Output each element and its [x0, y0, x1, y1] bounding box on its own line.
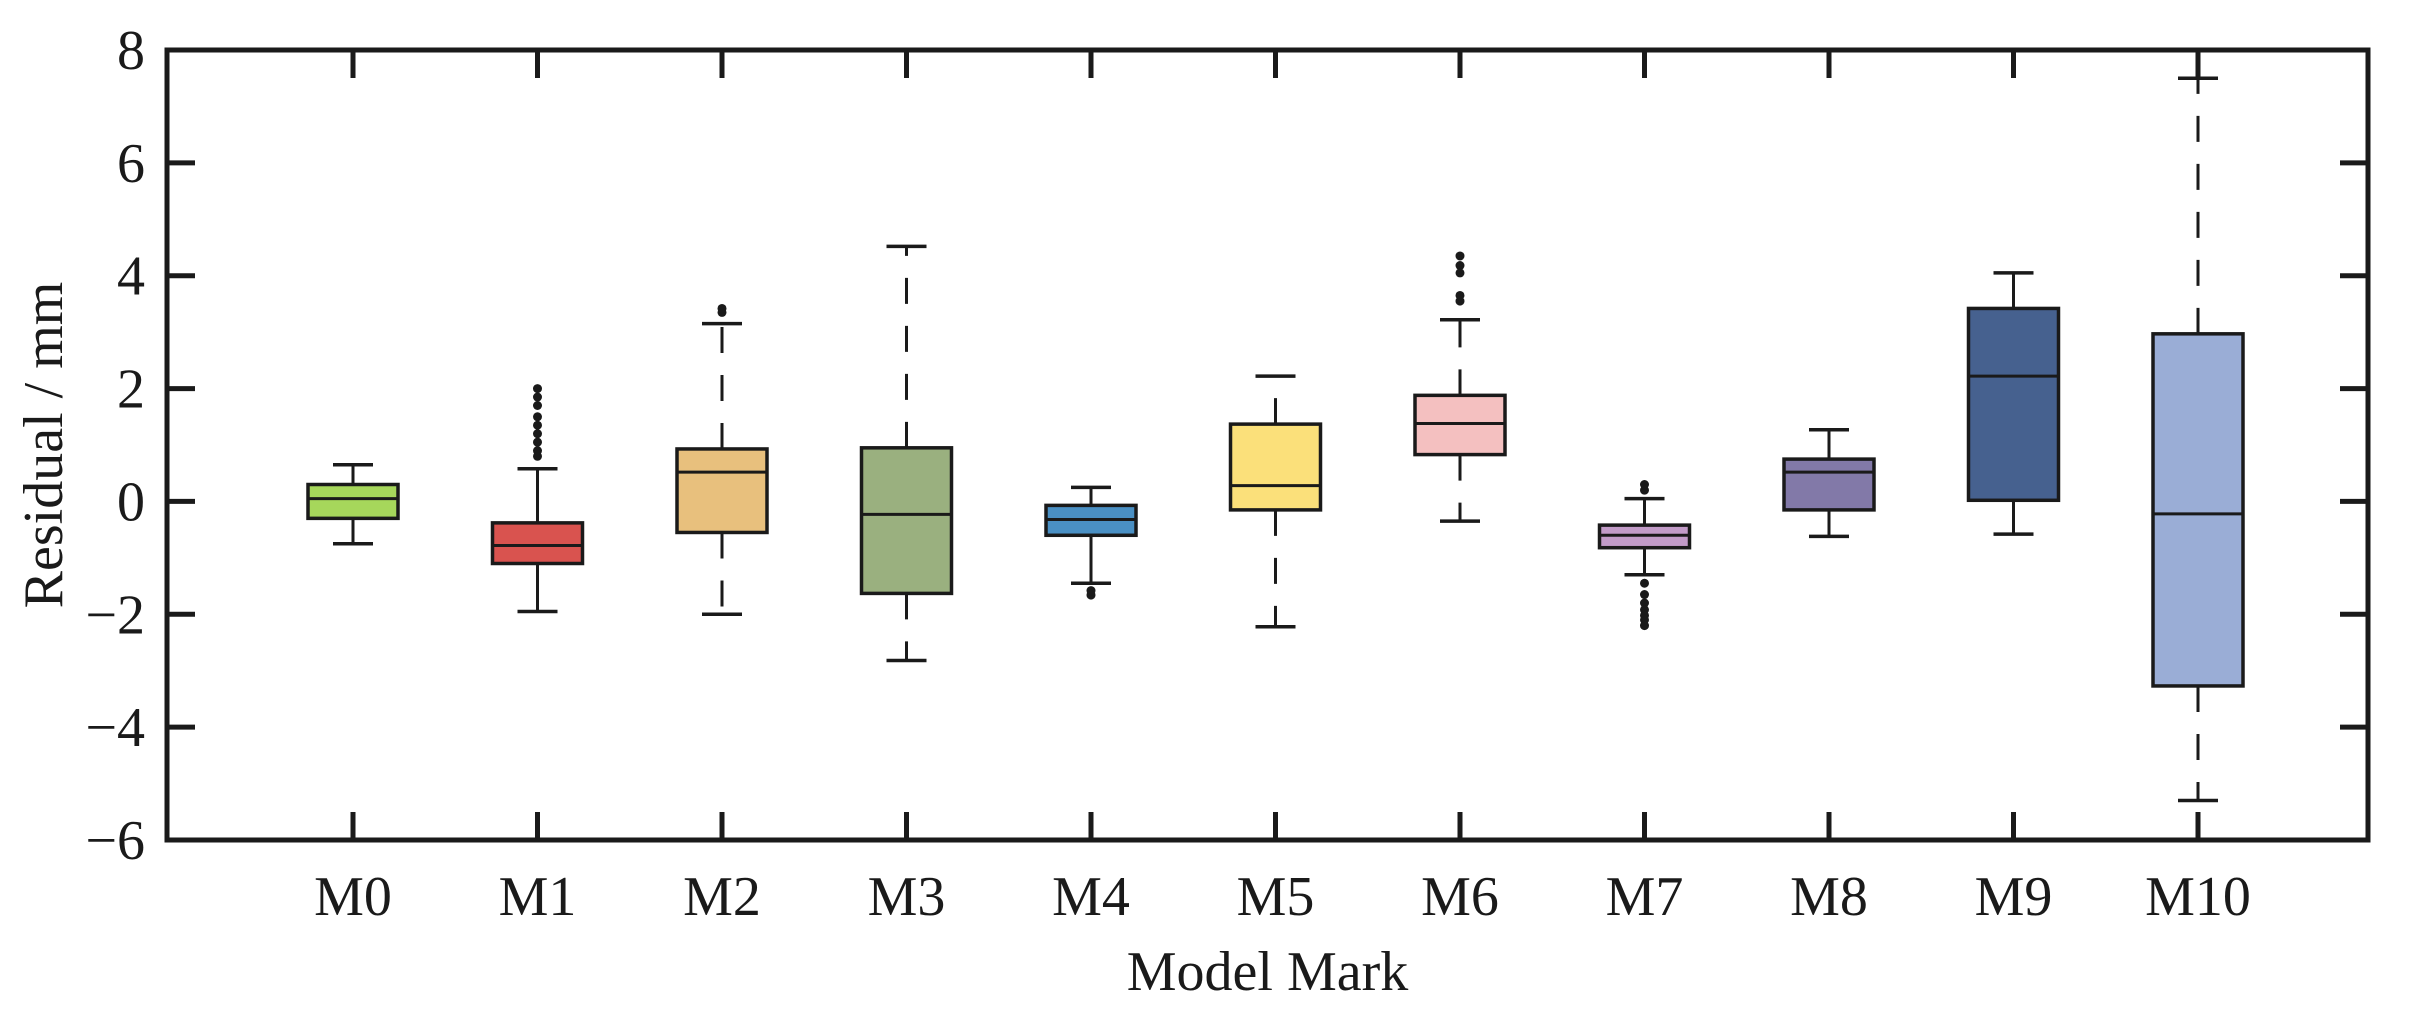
outlier-point: [1455, 251, 1465, 261]
y-tick-label: 8: [117, 20, 145, 82]
box-body: [1228, 422, 1323, 512]
box-m3: [859, 244, 954, 663]
outlier-point: [533, 437, 542, 447]
box-m8: [1782, 428, 1876, 539]
y-tick-label: 4: [117, 246, 145, 308]
outlier-point: [533, 420, 542, 430]
outlier-point: [533, 412, 542, 422]
x-tick-label: M6: [1421, 866, 1499, 928]
box-m1: [490, 384, 585, 614]
box-m2: [675, 303, 769, 617]
box-m10: [2151, 76, 2245, 803]
box-m9: [1966, 271, 2061, 536]
x-tick-label: M2: [683, 866, 761, 928]
x-tick-label: M8: [1790, 866, 1868, 928]
y-tick-label: −4: [85, 697, 145, 759]
box-body: [2151, 332, 2245, 688]
outlier-point: [533, 401, 542, 410]
box-body: [1966, 306, 2061, 503]
box-m0: [306, 463, 400, 546]
y-tick-label: −2: [85, 584, 145, 646]
x-tick-label: M3: [868, 866, 946, 928]
x-tick-label: M10: [2145, 866, 2251, 928]
outlier-point: [1455, 268, 1465, 278]
outlier-point: [1455, 290, 1465, 300]
outlier-point: [1640, 621, 1649, 631]
box-body: [675, 447, 769, 535]
x-tick-label: M1: [499, 866, 577, 928]
outlier-point: [533, 446, 542, 456]
box-body: [306, 482, 400, 521]
box-body: [490, 521, 585, 566]
x-tick-label: M7: [1606, 866, 1684, 928]
outlier-point: [717, 303, 727, 313]
box-m6: [1413, 251, 1507, 523]
y-tick-label: 0: [117, 471, 145, 533]
outlier-point: [1640, 480, 1649, 489]
outlier-point: [533, 392, 542, 402]
x-tick-label: M0: [314, 866, 392, 928]
x-tick-label: M9: [1975, 866, 2053, 928]
outlier-point: [1640, 598, 1649, 608]
ticks-layer: −6 −4 −2 0 2 4 6 8 M0 M1 M2 M3 M4 M5 M6 M7 M8 M9 M10: [85, 20, 2368, 928]
outlier-point: [1086, 590, 1096, 600]
boxes-layer: [306, 76, 2245, 803]
plot-frame: [164, 47, 2371, 843]
outlier-point: [1640, 578, 1649, 588]
y-tick-label: 2: [117, 359, 145, 421]
box-m7: [1597, 480, 1692, 631]
y-tick-label: −6: [85, 810, 145, 872]
box-body: [859, 446, 954, 596]
box-body: [1782, 457, 1876, 512]
y-axis-title: Residual / mm: [13, 282, 75, 609]
x-tick-label: M4: [1052, 866, 1130, 928]
outlier-point: [1455, 261, 1465, 271]
y-tick-label: 6: [117, 133, 145, 195]
outlier-point: [533, 429, 542, 439]
x-axis-title: Model Mark: [1127, 941, 1409, 1003]
box-m5: [1228, 374, 1323, 629]
box-m4: [1044, 485, 1138, 600]
outlier-point: [1640, 590, 1649, 600]
x-tick-label: M5: [1237, 866, 1315, 928]
outlier-point: [533, 384, 542, 394]
